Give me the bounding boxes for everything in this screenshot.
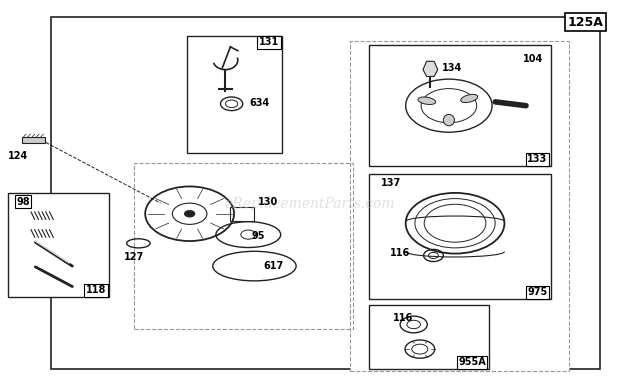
Polygon shape [423, 61, 438, 76]
Bar [230, 207, 254, 220]
Text: 116: 116 [390, 248, 410, 258]
Ellipse shape [443, 114, 454, 126]
Text: eReplacementParts.com: eReplacementParts.com [224, 197, 396, 211]
Circle shape [185, 211, 195, 217]
Bar [369, 305, 489, 369]
Bar [369, 45, 551, 166]
Bar [350, 41, 569, 371]
Bar [134, 163, 353, 329]
Text: 617: 617 [264, 261, 284, 271]
Text: 134: 134 [442, 63, 463, 73]
Text: 125A: 125A [567, 16, 603, 29]
Ellipse shape [461, 94, 477, 103]
Text: 95: 95 [251, 231, 265, 241]
Bar [7, 193, 109, 297]
Text: 118: 118 [86, 285, 106, 295]
Text: 131: 131 [259, 37, 279, 47]
Text: 975: 975 [528, 287, 547, 297]
Bar [187, 36, 282, 153]
Text: 130: 130 [257, 197, 278, 207]
Bar [51, 16, 600, 369]
Text: 955A: 955A [458, 357, 486, 367]
Text: 137: 137 [381, 178, 401, 188]
Text: 104: 104 [523, 55, 543, 65]
Bar [22, 137, 45, 143]
Text: 124: 124 [7, 151, 28, 161]
Text: 133: 133 [528, 154, 547, 165]
Bar [369, 174, 551, 299]
Text: 98: 98 [16, 197, 30, 207]
Text: 127: 127 [124, 253, 144, 262]
Ellipse shape [418, 97, 436, 105]
Text: 116: 116 [393, 313, 414, 323]
Text: 634: 634 [249, 98, 269, 108]
